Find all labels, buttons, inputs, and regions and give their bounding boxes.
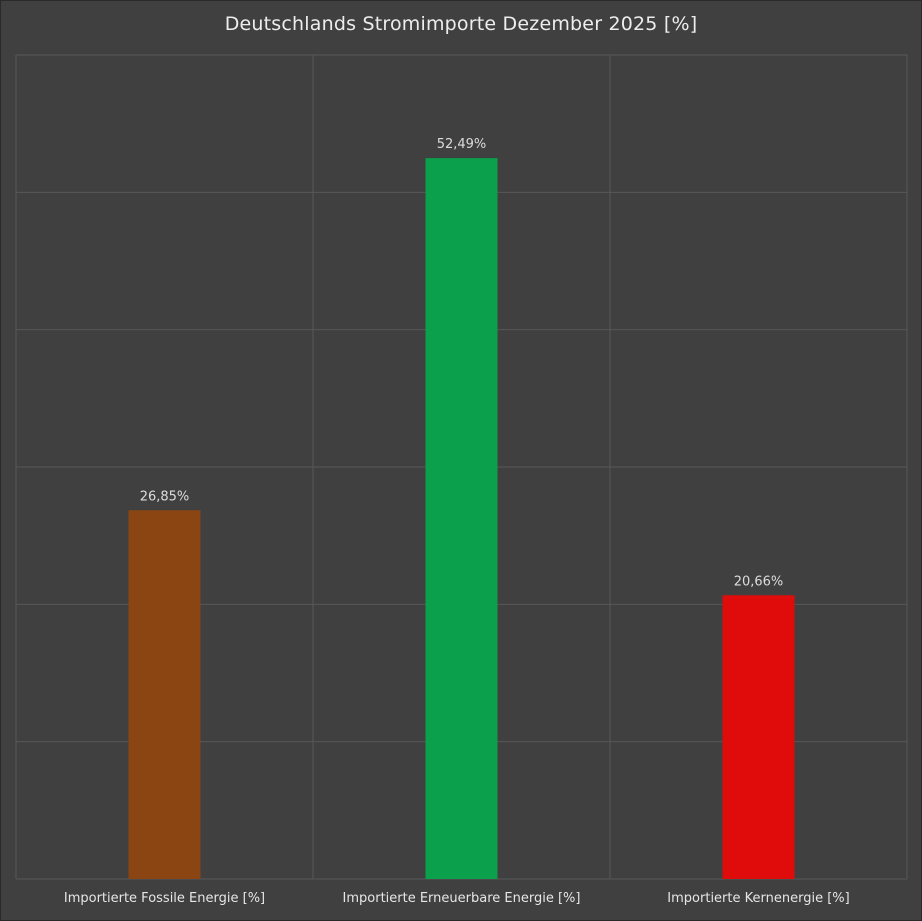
category-label: Importierte Erneuerbare Energie [%] [343,891,581,906]
category-label: Importierte Fossile Energie [%] [64,891,265,906]
bar-value-label: 26,85% [140,489,190,504]
bar [425,158,498,879]
bar-value-label: 20,66% [734,574,784,589]
bar [128,510,201,879]
bar-value-label: 52,49% [437,137,487,152]
bar [722,595,795,879]
category-label: Importierte Kernenergie [%] [667,891,849,906]
chart-title: Deutschlands Stromimporte Dezember 2025 … [224,13,698,35]
